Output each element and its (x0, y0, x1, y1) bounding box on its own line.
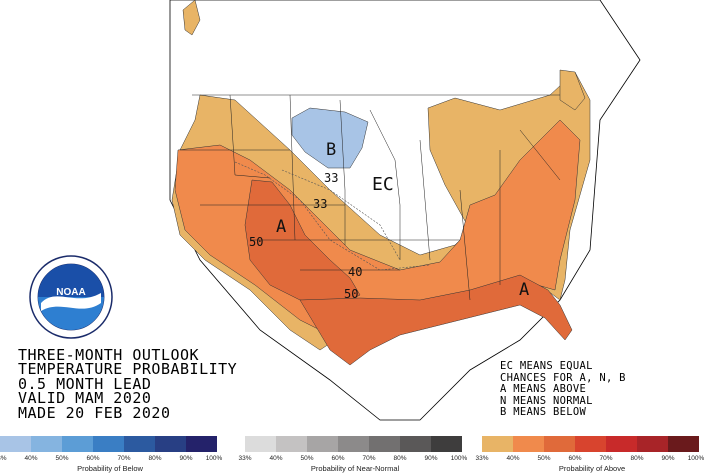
below-scale-swatch (155, 436, 186, 452)
below-scale-tick: 33% (0, 455, 7, 462)
above-label-west: A (276, 217, 286, 237)
title-line-1: THREE-MONTH OUTLOOK (18, 346, 200, 364)
below-label: B (326, 140, 336, 160)
below-scale-tick: 60% (86, 455, 100, 462)
above-scale-caption: Probability of Above (558, 464, 626, 473)
above-scale-swatch (544, 436, 575, 452)
normal-scale-tick: 90% (424, 455, 438, 462)
ec-label: EC (372, 174, 394, 195)
normal-color-scale (245, 436, 462, 452)
above-scale-tick: 70% (599, 455, 613, 462)
above-scale-tick: 80% (630, 455, 644, 462)
above-scale-tick: 90% (661, 455, 675, 462)
normal-scale-tick: 100% (450, 455, 468, 462)
above-scale-swatch (513, 436, 544, 452)
normal-scale-tick: 50% (300, 455, 314, 462)
above-scale-swatch (668, 436, 699, 452)
below-scale-tick: 40% (24, 455, 38, 462)
below-scale-tick: 90% (179, 455, 193, 462)
below-scale-swatch (93, 436, 124, 452)
normal-scale-swatch (245, 436, 276, 452)
legend-notes: EC MEANS EQUAL CHANCES FOR A, N, B A MEA… (500, 360, 626, 419)
normal-scale-swatch (338, 436, 369, 452)
above-label-east: A (519, 280, 529, 300)
normal-scale-swatch (369, 436, 400, 452)
normal-scale-ticks: 33% 40% 50% 60% 70% 80% 90% 100% (238, 455, 468, 465)
title-line-4: VALID MAM 2020 (18, 389, 152, 408)
above-color-scale (482, 436, 699, 452)
below-scale-tick: 50% (55, 455, 69, 462)
above-50-region-south (299, 274, 573, 366)
above-scale-tick: 100% (687, 455, 704, 462)
state-boundaries (180, 94, 561, 301)
above-scale-swatch (575, 436, 606, 452)
noaa-logo-text: NOAA (56, 287, 85, 298)
legend-line-3: A MEANS ABOVE (500, 383, 587, 395)
contour-label-40: 40 (348, 265, 362, 279)
above-scale-swatch (482, 436, 513, 452)
normal-scale-swatch (400, 436, 431, 452)
below-color-scale (0, 436, 217, 452)
legend-line-2: CHANCES FOR A, N, B (500, 371, 626, 384)
above-scale-swatch (637, 436, 668, 452)
below-scale-tick: 70% (117, 455, 131, 462)
normal-scale-swatch (276, 436, 307, 452)
below-33-region (291, 107, 369, 169)
below-scale-swatch (124, 436, 155, 452)
above-scale-tick: 33% (475, 455, 489, 462)
noaa-logo: NOAA (29, 255, 113, 339)
below-scale-swatch (0, 436, 31, 452)
below-scale-swatch (62, 436, 93, 452)
contour-label-50b: 50 (344, 287, 358, 301)
above-scale-tick: 60% (568, 455, 582, 462)
normal-scale-tick: 80% (393, 455, 407, 462)
below-scale-caption: Probability of Below (77, 464, 143, 473)
title-line-2: TEMPERATURE PROBABILITY (18, 360, 238, 379)
normal-scale-tick: 60% (331, 455, 345, 462)
legend-line-4: N MEANS NORMAL (500, 394, 593, 407)
contour-label-33b: 33 (313, 197, 327, 211)
normal-scale-tick: 70% (362, 455, 376, 462)
below-scale-ticks: 33% 40% 50% 60% 70% 80% 90% 100% (0, 455, 223, 465)
normal-scale-swatch (307, 436, 338, 452)
title-line-5: MADE 20 FEB 2020 (18, 403, 171, 422)
normal-scale-caption: Probability of Near-Normal (310, 464, 400, 473)
below-scale-swatch (186, 436, 217, 452)
above-scale-swatch (606, 436, 637, 452)
legend-line-5: B MEANS BELOW (500, 406, 587, 418)
above-scale-tick: 50% (537, 455, 551, 462)
above-scale-ticks: 33% 40% 50% 60% 70% 80% 90% 100% (475, 455, 704, 465)
contour-33 (281, 169, 401, 261)
below-scale-swatch (31, 436, 62, 452)
below-scale-tick: 80% (148, 455, 162, 462)
normal-scale-tick: 33% (238, 455, 252, 462)
title-line-3: 0.5 MONTH LEAD (18, 374, 152, 393)
outlook-title: THREE-MONTH OUTLOOK TEMPERATURE PROBABIL… (18, 346, 238, 422)
normal-scale-tick: 40% (269, 455, 283, 462)
contour-label-33a: 33 (324, 171, 338, 185)
above-33-alaska (182, 0, 201, 36)
contour-label-50a: 50 (249, 235, 263, 249)
above-scale-tick: 40% (506, 455, 520, 462)
below-scale-tick: 100% (205, 455, 223, 462)
normal-scale-swatch (431, 436, 462, 452)
legend-line-1: EC MEANS EQUAL (500, 360, 593, 372)
